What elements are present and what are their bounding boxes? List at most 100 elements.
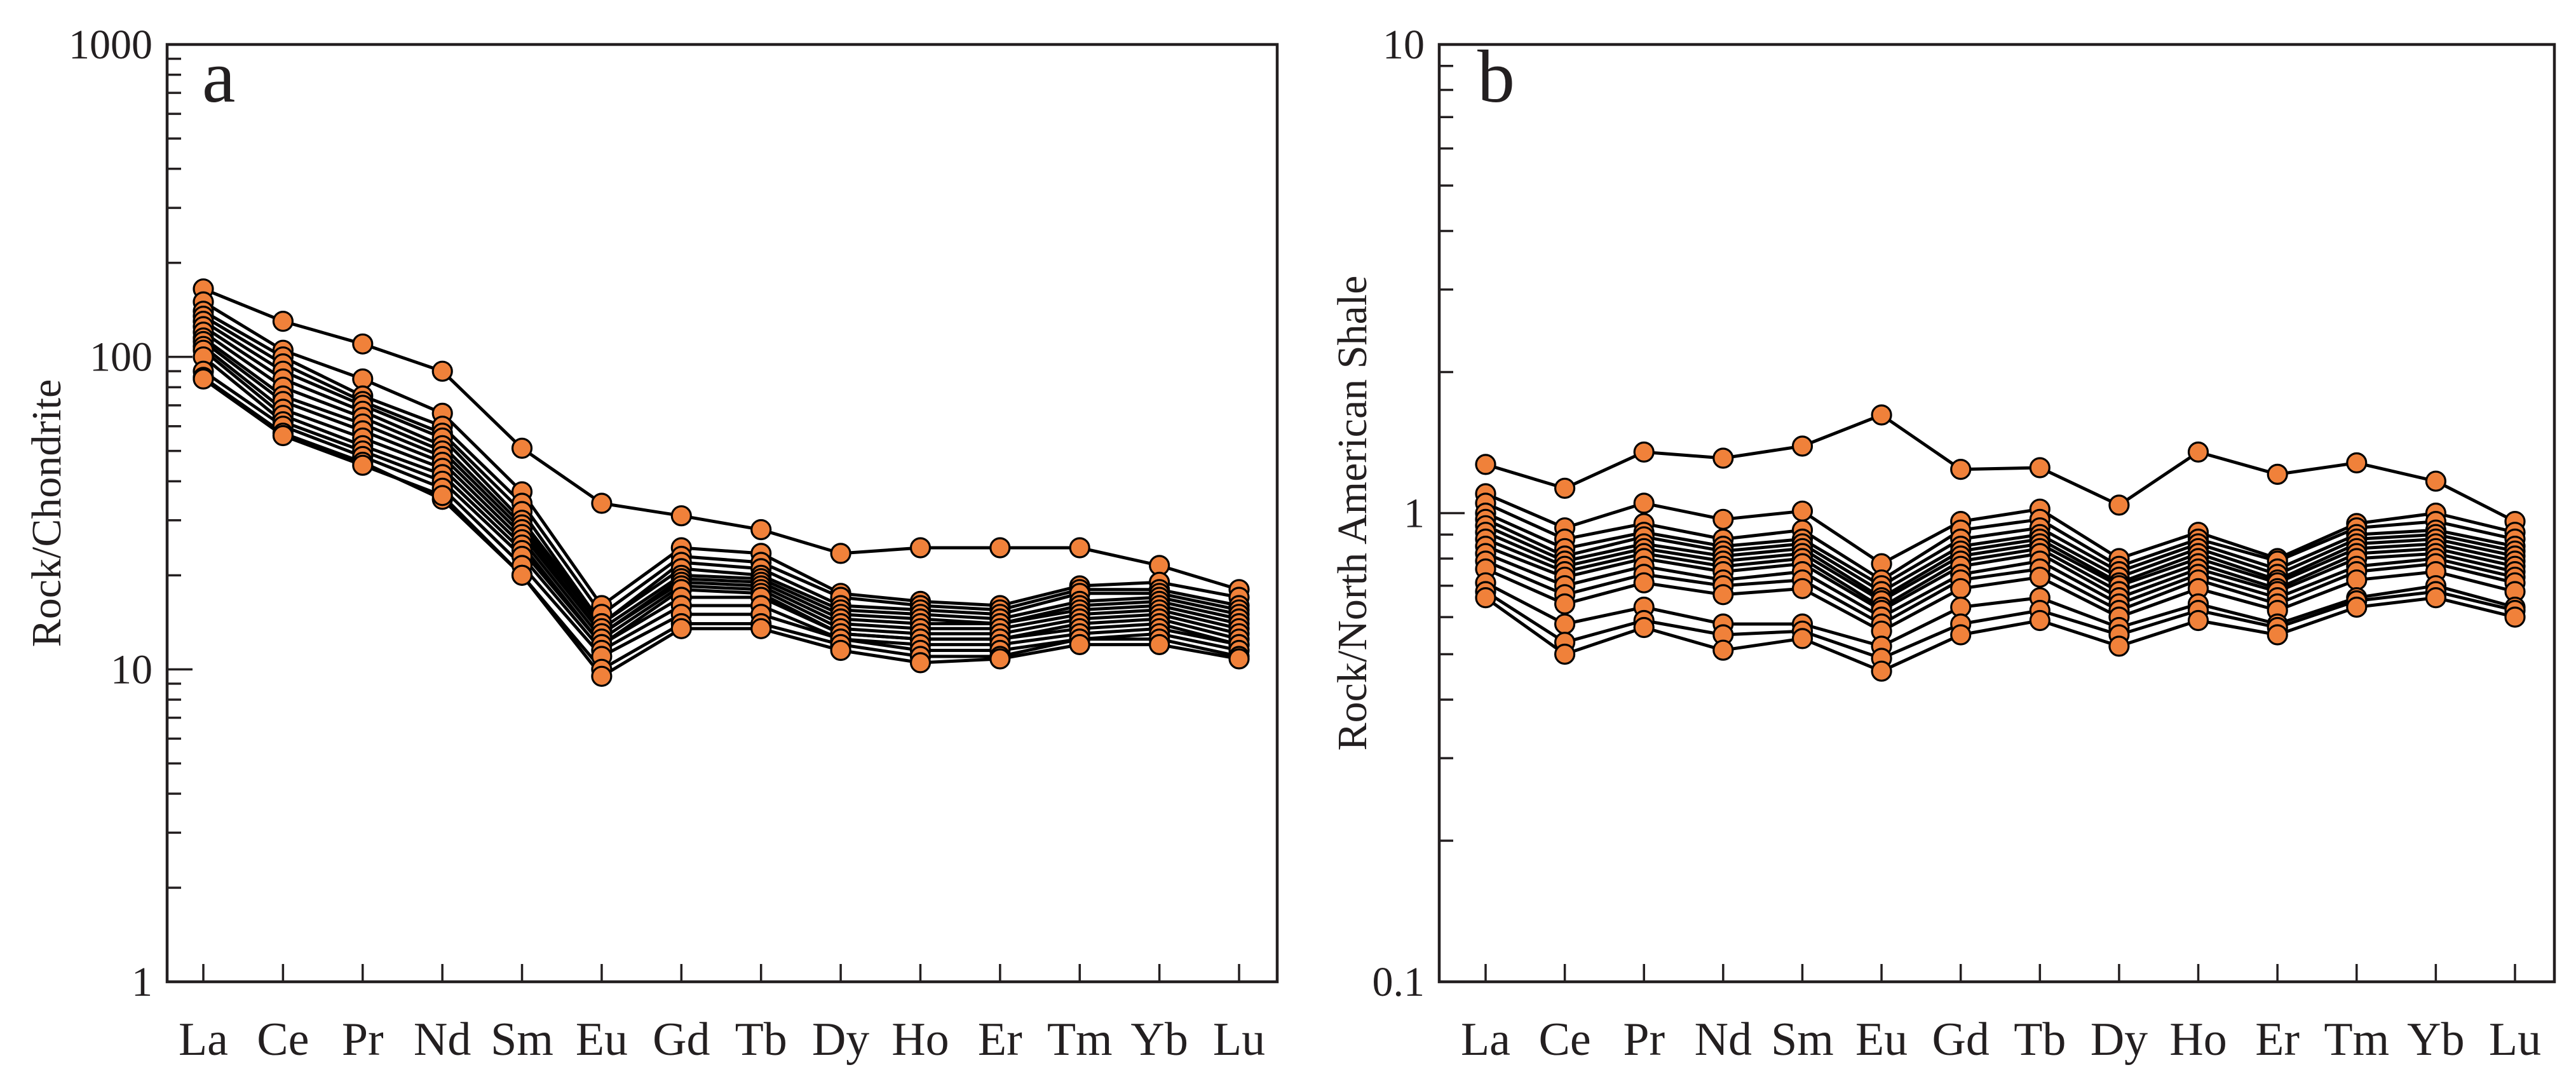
- data-point-s15-ce: [1554, 643, 1576, 665]
- panel-letter: a: [202, 35, 235, 118]
- data-point-s1-yb: [2425, 470, 2446, 492]
- data-point-s15-tm: [2346, 596, 2368, 618]
- x-tick-label-sm: Sm: [491, 1014, 553, 1066]
- series-line-s7: [202, 330, 1240, 635]
- data-point-s1-dy: [830, 543, 851, 564]
- series-line-s1: [203, 287, 1240, 592]
- data-point-s1-tb: [750, 519, 772, 541]
- data-point-s15-gd: [670, 618, 692, 639]
- data-point-s15-nd: [1712, 639, 1734, 661]
- y-tick-label: 1000: [69, 22, 153, 68]
- data-point-s15-ce: [272, 424, 294, 447]
- y-tick-label: 100: [90, 334, 153, 381]
- y-tick-label: 10: [111, 646, 153, 693]
- data-point-s15-tm: [1069, 634, 1090, 656]
- x-tick-label-tm: Tm: [1047, 1014, 1113, 1066]
- data-point-s15-er: [2267, 624, 2288, 646]
- series-line-s10: [202, 345, 1240, 646]
- data-point-s15-yb: [1148, 634, 1170, 656]
- data-point-s15-pr: [352, 454, 374, 476]
- x-tick-label-lu: Lu: [1213, 1014, 1265, 1066]
- data-point-s13-ce: [1554, 613, 1576, 635]
- series-line-s11: [1485, 559, 2516, 626]
- y-axis-title: Rock/North American Shale: [1329, 276, 1376, 751]
- y-tick-label: 10: [1383, 22, 1425, 68]
- plot-frame: [1437, 43, 2556, 984]
- data-point-s2-pr: [1633, 492, 1655, 514]
- series-line-s4: [202, 315, 1240, 625]
- data-point-s15-la: [193, 368, 214, 390]
- plot-frame: [165, 43, 1279, 984]
- data-point-s12-pr: [1633, 572, 1655, 594]
- series-lines: [1484, 413, 2516, 673]
- data-point-s15-tb: [2029, 609, 2051, 632]
- x-tick-label-sm: Sm: [1771, 1014, 1834, 1066]
- data-point-s1-sm: [511, 437, 533, 459]
- x-tick-label-eu: Eu: [1855, 1014, 1908, 1066]
- data-point-s15-ho: [909, 652, 932, 674]
- data-point-s1-eu: [1871, 404, 1892, 426]
- x-tick-label-yb: Yb: [2407, 1014, 2464, 1066]
- data-point-s15-sm: [511, 564, 533, 586]
- series-line-s12: [1484, 567, 2516, 633]
- series-line-s7: [1485, 531, 2516, 602]
- data-point-s15-er: [989, 648, 1011, 670]
- series-points: [1475, 404, 2526, 682]
- data-point-s15-la: [1475, 587, 1496, 609]
- x-tick-label-er: Er: [2255, 1014, 2300, 1066]
- data-point-s15-lu: [1228, 648, 1250, 670]
- series-line-s1: [1485, 413, 2516, 523]
- data-point-s1-dy: [2108, 494, 2130, 516]
- x-tick-label-eu: Eu: [576, 1014, 628, 1066]
- data-point-s15-nd: [431, 485, 453, 506]
- data-point-s12-nd: [1712, 584, 1734, 606]
- data-point-s15-gd: [1950, 624, 1972, 646]
- series-line-s9: [1485, 545, 2516, 613]
- x-tick-label-tb: Tb: [735, 1014, 787, 1066]
- data-point-s15-ho: [2187, 609, 2209, 632]
- data-point-s1-la: [1475, 454, 1496, 475]
- x-tick-label-lu: Lu: [2489, 1014, 2541, 1066]
- data-point-s1-nd: [1712, 447, 1734, 469]
- y-tick-label: 0.1: [1373, 959, 1425, 1005]
- data-point-s1-nd: [431, 360, 453, 382]
- series-line-s3: [1484, 501, 2516, 582]
- series-line-s15: [202, 377, 1240, 678]
- data-point-s1-eu: [591, 492, 613, 514]
- series-line-s2: [202, 300, 1240, 607]
- x-tick-label-tb: Tb: [2014, 1014, 2066, 1066]
- chart-panel-b: 0.1 1 10 La Ce Pr Nd Sm Eu Gd Tb Dy Ho Er Tm Yb Lu Rock/N…: [1329, 22, 2556, 1066]
- y-tick-label: 1: [1404, 491, 1425, 537]
- series-line-s12: [202, 355, 1240, 652]
- x-tick-label-nd: Nd: [1695, 1014, 1752, 1066]
- series-line-s4: [1484, 512, 2516, 588]
- data-point-s1-ho: [909, 537, 932, 559]
- x-tick-label-ce: Ce: [1539, 1014, 1591, 1066]
- data-point-s12-ce: [1554, 593, 1576, 615]
- x-tick-label-er: Er: [978, 1014, 1022, 1066]
- data-point-s2-nd: [1712, 508, 1734, 530]
- panel-letter: b: [1477, 35, 1515, 118]
- data-point-s1-er: [989, 537, 1011, 559]
- chart-panel-a: 1 10 100 1000 La Ce Pr Nd Sm Eu Gd Tb Dy Ho Er Tm Yb Lu Ro…: [24, 22, 1279, 1066]
- series-line-s6: [202, 325, 1240, 630]
- x-tick-label-la: La: [179, 1014, 228, 1066]
- data-point-s15-tb: [750, 618, 772, 639]
- x-tick-label-tm: Tm: [2324, 1014, 2389, 1066]
- data-point-s15-eu: [591, 665, 613, 687]
- data-point-s1-ho: [2187, 441, 2209, 463]
- x-tick-label-dy: Dy: [2091, 1014, 2148, 1066]
- data-point-s12-sm: [1791, 578, 1813, 599]
- data-point-s15-sm: [1791, 628, 1813, 649]
- series-points: [193, 278, 1250, 687]
- data-point-s1-tm: [1069, 537, 1090, 559]
- y-tick-label: 1: [132, 959, 153, 1005]
- data-point-s15-eu: [1871, 660, 1892, 682]
- series-line-s14: [1484, 590, 2516, 660]
- x-tick-label-pr: Pr: [1623, 1014, 1665, 1066]
- series-line-s10: [1485, 552, 2516, 619]
- data-point-s2-sm: [1791, 500, 1813, 522]
- data-point-s12-tm: [2346, 569, 2368, 591]
- x-tick-label-ce: Ce: [257, 1014, 309, 1066]
- data-point-s1-er: [2267, 463, 2288, 485]
